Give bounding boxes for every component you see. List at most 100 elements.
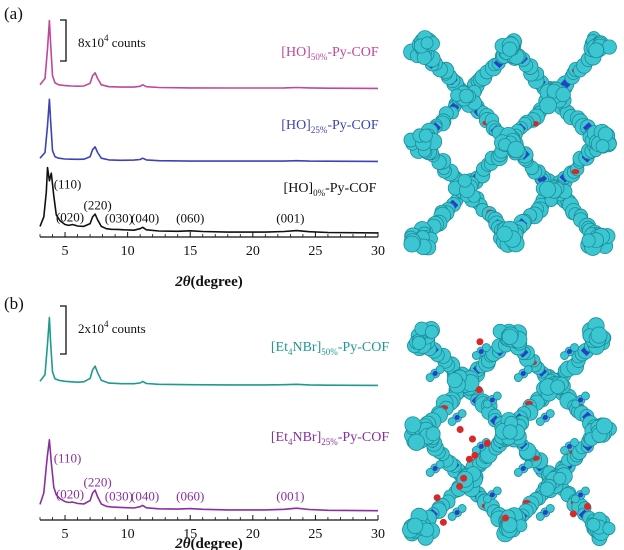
peak-label: (020) [56,487,84,502]
atom [435,365,445,374]
atom [555,86,571,103]
series-name: [HO]50%-Py-COF [281,45,379,62]
guest-nitrogen [489,397,495,403]
guest-bromide [584,502,592,510]
atom [535,512,545,521]
atom [492,391,502,401]
cof-structure-a [403,30,617,256]
atom [601,39,617,55]
atom [539,96,557,115]
peak-label: (110) [54,451,82,466]
atom [550,379,566,395]
guest-nitrogen [567,349,572,355]
panel-label-b: (b) [4,294,24,313]
atom [523,365,533,374]
nitrogen-atom [580,346,591,357]
x-tick-label: 20 [246,244,260,259]
atom [581,233,596,248]
atom [571,494,580,504]
guest-nitrogen [542,509,548,515]
atom [457,504,467,513]
atom [492,486,502,496]
series-line [39,19,379,90]
series-line [39,316,379,387]
series-name: [HO]25%-Py-COF [281,118,379,135]
x-axis-label: 2θ(degree) [174,274,243,290]
guest-nitrogen [478,349,484,355]
x-tick-label: 10 [121,527,135,542]
peak-label: (060) [176,211,204,226]
atom [560,351,569,360]
atom [502,41,518,57]
x-tick-label: 10 [121,244,135,259]
peak-label: (220) [83,197,111,212]
guest-nitrogen [542,415,548,421]
guest-bromide [465,455,473,463]
atom [457,173,472,188]
guest-nitrogen [432,371,438,377]
peak-label: (020) [56,210,84,225]
guest-nitrogen [454,509,460,515]
atom [481,343,491,352]
atom [523,460,533,469]
atom [425,373,435,382]
atom [425,468,435,477]
atom [560,446,569,455]
guest-bromide [471,451,479,459]
guest-nitrogen [478,443,484,449]
guest-nitrogen [567,443,572,449]
guest-nitrogen [520,371,526,377]
atom [447,417,457,426]
x-tick-label: 15 [183,527,197,542]
series-line [39,98,379,163]
atom [590,326,608,344]
guest-nitrogen [454,415,460,421]
x-tick-label: 5 [62,244,69,259]
guest-bromide [483,439,491,447]
peak-label: (040) [131,489,159,504]
scale-bar-label: 2x104 counts [78,319,146,336]
atom [502,424,518,440]
atom [471,351,481,360]
guest-nitrogen [520,465,526,471]
atom [457,409,467,418]
guest-nitrogen [578,492,583,498]
oxygen-atom [571,169,580,175]
peak-label: (001) [276,211,304,226]
guest-bromide [456,482,464,490]
guest-bromide [468,435,476,443]
cof-structure-b [402,317,617,547]
atom [435,460,445,469]
atom [595,139,610,154]
series-name: [Et4NBr]25%-Py-COF [271,430,389,447]
guest-bromide [476,338,484,346]
panel-label-a: (a) [4,4,23,23]
guest-nitrogen [489,492,495,498]
atom [602,521,616,535]
xrd-plot-b: 5 10 15 20 25 30 2θ(degree) 2x104 counts [Et4NBr… [39,305,389,550]
guest-bromide [439,518,447,526]
guest-bromide [501,514,509,522]
x-tick-label: 15 [183,244,197,259]
peak-label: (001) [276,489,304,504]
nitrogen-atom [560,79,571,90]
atom [570,343,579,352]
atom [581,391,590,401]
atom [513,373,523,382]
peak-label: (030) [105,489,133,504]
x-tick-label: 25 [308,527,322,542]
atom [424,325,439,339]
x-tick-label: 30 [371,527,385,542]
x-tick-label: 25 [308,244,322,259]
atom [507,140,525,159]
atom [459,88,474,104]
atom [482,494,492,504]
atom [581,486,590,496]
scale-bar [60,305,67,355]
atom [501,328,519,345]
nitrogen-atom [493,58,504,69]
guest-bromide [456,425,464,433]
atom [406,517,424,535]
peak-label: (110) [54,176,82,191]
peak-label: (030) [105,211,133,226]
